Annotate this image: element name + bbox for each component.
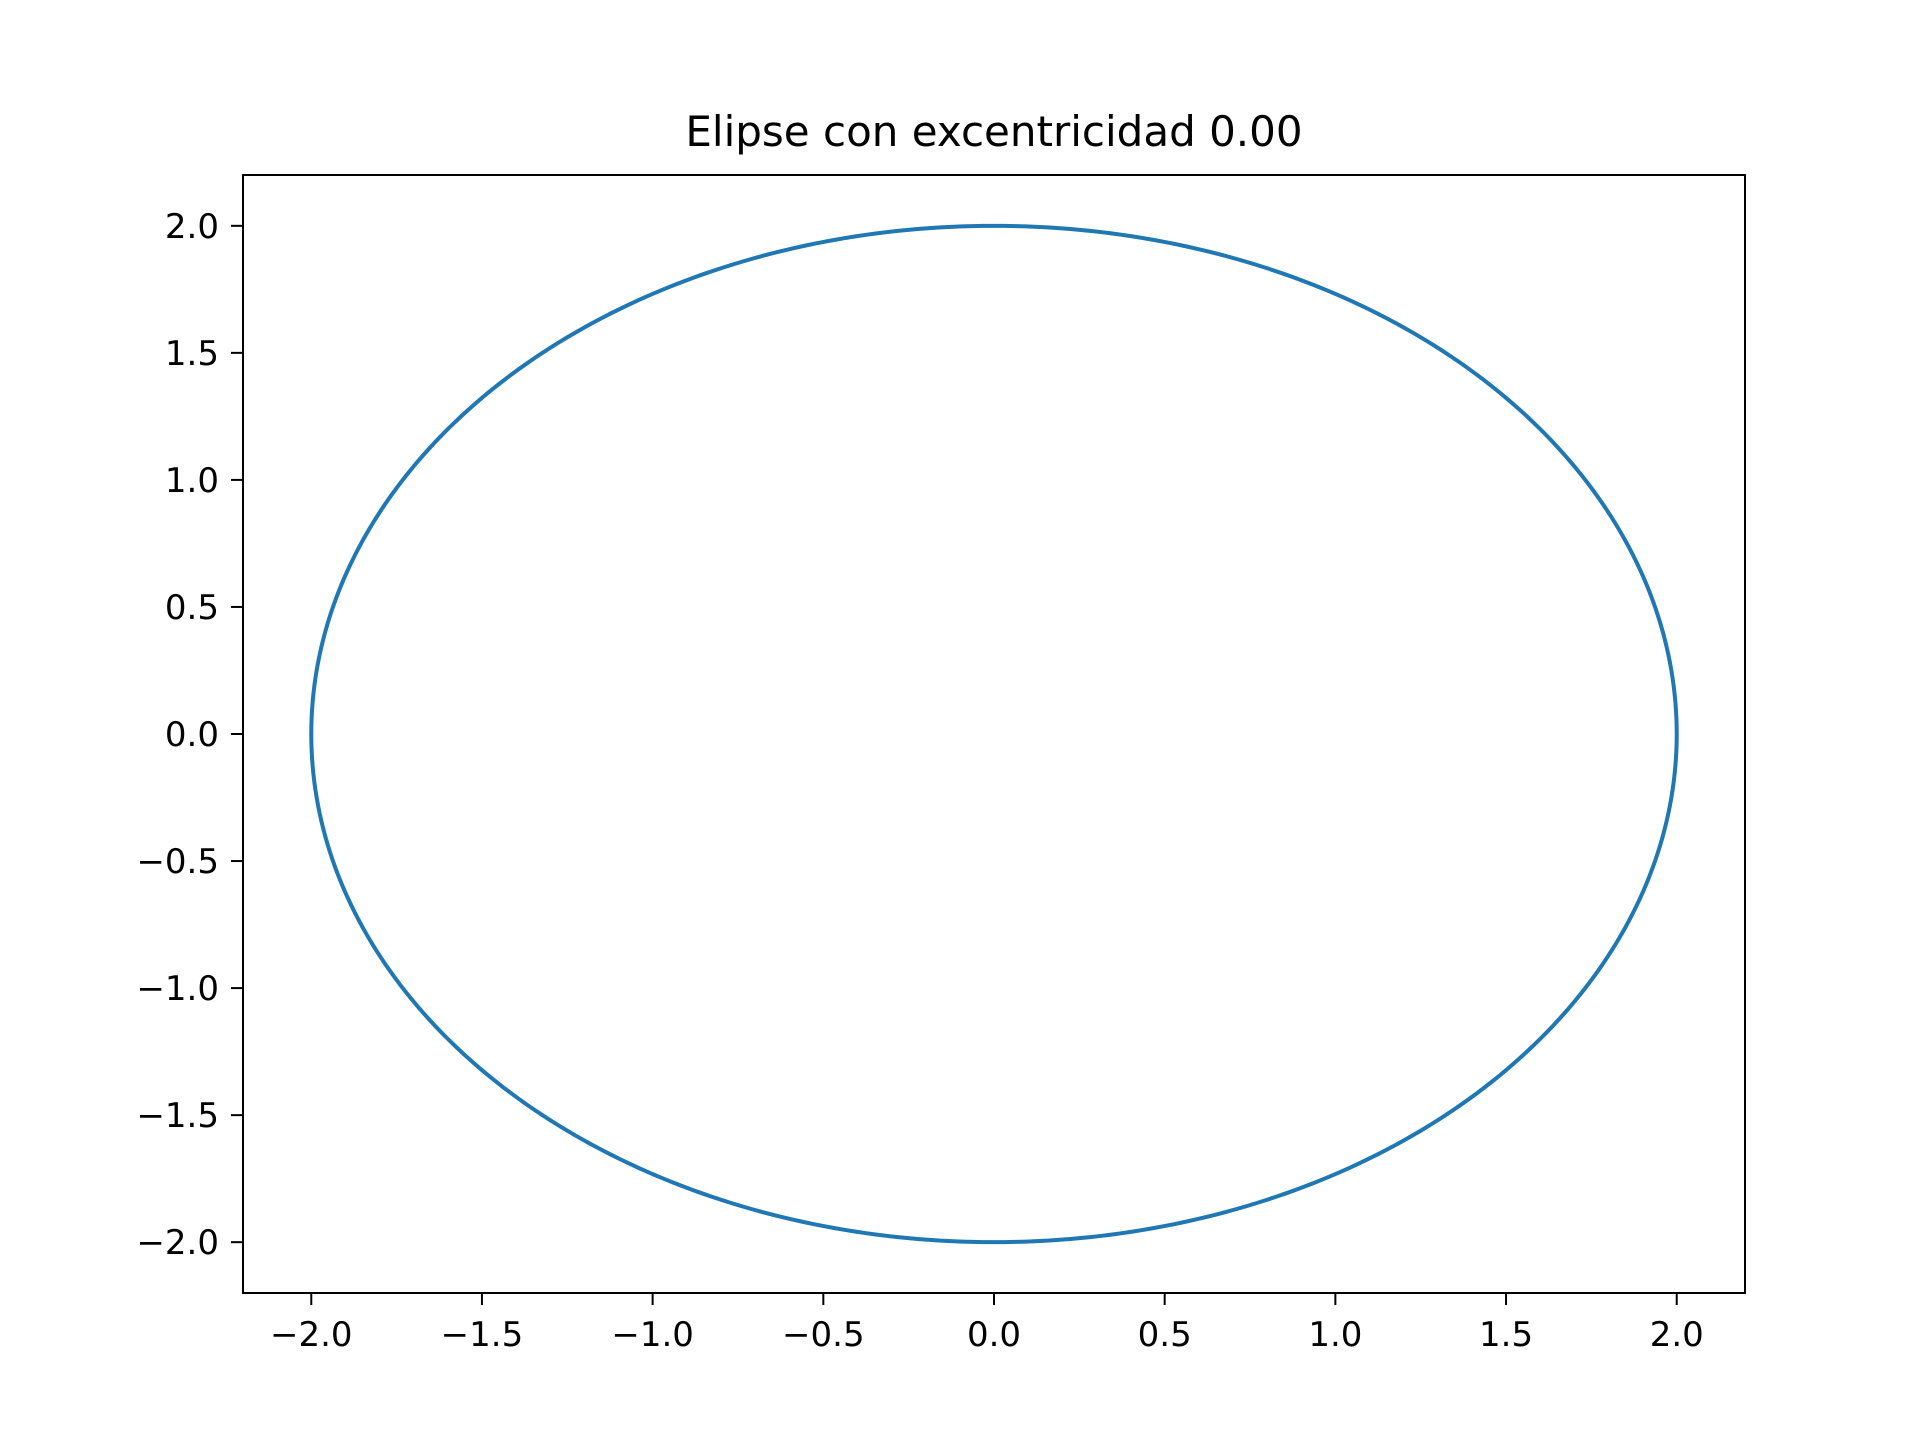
x-tick-label: −0.5 [782, 1315, 865, 1355]
chart-title: Elipse con excentricidad 0.00 [685, 107, 1302, 156]
x-tick-label: 1.5 [1479, 1315, 1533, 1355]
y-tick-label: −0.5 [136, 842, 219, 882]
x-tick-label: −1.5 [441, 1315, 524, 1355]
x-tick-label: −2.0 [270, 1315, 353, 1355]
y-tick-label: 1.5 [165, 334, 219, 374]
y-tick-label: 1.0 [165, 461, 219, 501]
x-tick-label: 2.0 [1650, 1315, 1704, 1355]
x-tick-label: 1.0 [1308, 1315, 1362, 1355]
y-axis: −2.0 −1.5 −1.0 −0.5 0.0 0.5 1.0 1.5 2.0 [136, 207, 243, 1263]
y-tick-label: 2.0 [165, 207, 219, 247]
axes-frame [242, 174, 1746, 1294]
ellipse-curve [309, 223, 1679, 1245]
y-tick-label: −1.0 [136, 969, 219, 1009]
y-tick-label: 0.0 [165, 715, 219, 755]
x-tick-label: 0.5 [1138, 1315, 1192, 1355]
plot-area [309, 223, 1679, 1245]
y-tick-label: −1.5 [136, 1096, 219, 1136]
y-tick-label: −2.0 [136, 1223, 219, 1263]
x-axis: −2.0 −1.5 −1.0 −0.5 0.0 0.5 1.0 1.5 2.0 [270, 1293, 1704, 1355]
y-tick-label: 0.5 [165, 588, 219, 628]
x-tick-label: 0.0 [967, 1315, 1021, 1355]
x-tick-label: −1.0 [611, 1315, 694, 1355]
